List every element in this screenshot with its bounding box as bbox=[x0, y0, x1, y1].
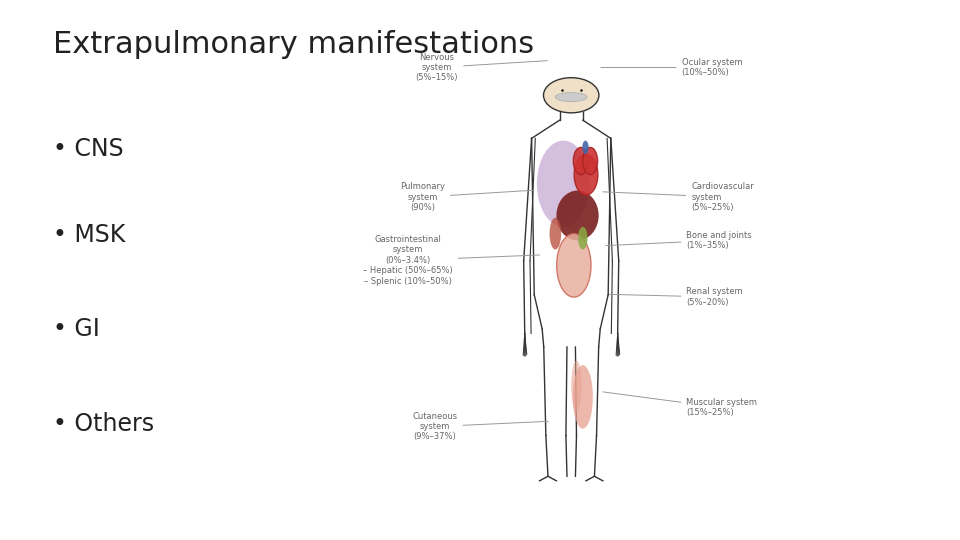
Ellipse shape bbox=[573, 147, 588, 174]
Ellipse shape bbox=[543, 78, 599, 113]
Ellipse shape bbox=[537, 140, 589, 227]
Ellipse shape bbox=[583, 140, 588, 154]
Text: Gastrointestinal
system
(0%–3.4%)
– Hepatic (50%–65%)
– Splenic (10%–50%): Gastrointestinal system (0%–3.4%) – Hepa… bbox=[363, 235, 540, 286]
Text: Pulmonary
system
(90%): Pulmonary system (90%) bbox=[400, 182, 533, 212]
Ellipse shape bbox=[578, 227, 588, 249]
Ellipse shape bbox=[557, 191, 599, 240]
Ellipse shape bbox=[557, 234, 591, 297]
Ellipse shape bbox=[555, 92, 587, 102]
Text: Cutaneous
system
(9%–37%): Cutaneous system (9%–37%) bbox=[412, 411, 548, 442]
Text: • Others: • Others bbox=[53, 412, 154, 436]
Text: Renal system
(5%–20%): Renal system (5%–20%) bbox=[610, 287, 743, 307]
Text: Bone and joints
(1%–35%): Bone and joints (1%–35%) bbox=[606, 231, 752, 250]
Ellipse shape bbox=[573, 365, 593, 429]
Ellipse shape bbox=[549, 218, 562, 249]
Text: Nervous
system
(5%–15%): Nervous system (5%–15%) bbox=[416, 52, 547, 83]
Ellipse shape bbox=[574, 154, 598, 195]
Text: • GI: • GI bbox=[53, 318, 100, 341]
Text: Cardiovascular
system
(5%–25%): Cardiovascular system (5%–25%) bbox=[603, 182, 754, 212]
Text: • MSK: • MSK bbox=[53, 223, 125, 247]
Text: Muscular system
(15%–25%): Muscular system (15%–25%) bbox=[603, 392, 757, 417]
Ellipse shape bbox=[571, 361, 582, 410]
Text: • CNS: • CNS bbox=[53, 137, 124, 160]
Ellipse shape bbox=[583, 147, 597, 174]
Text: Extrapulmonary manifestations: Extrapulmonary manifestations bbox=[53, 30, 534, 59]
Text: Ocular system
(10%–50%): Ocular system (10%–50%) bbox=[601, 58, 742, 77]
